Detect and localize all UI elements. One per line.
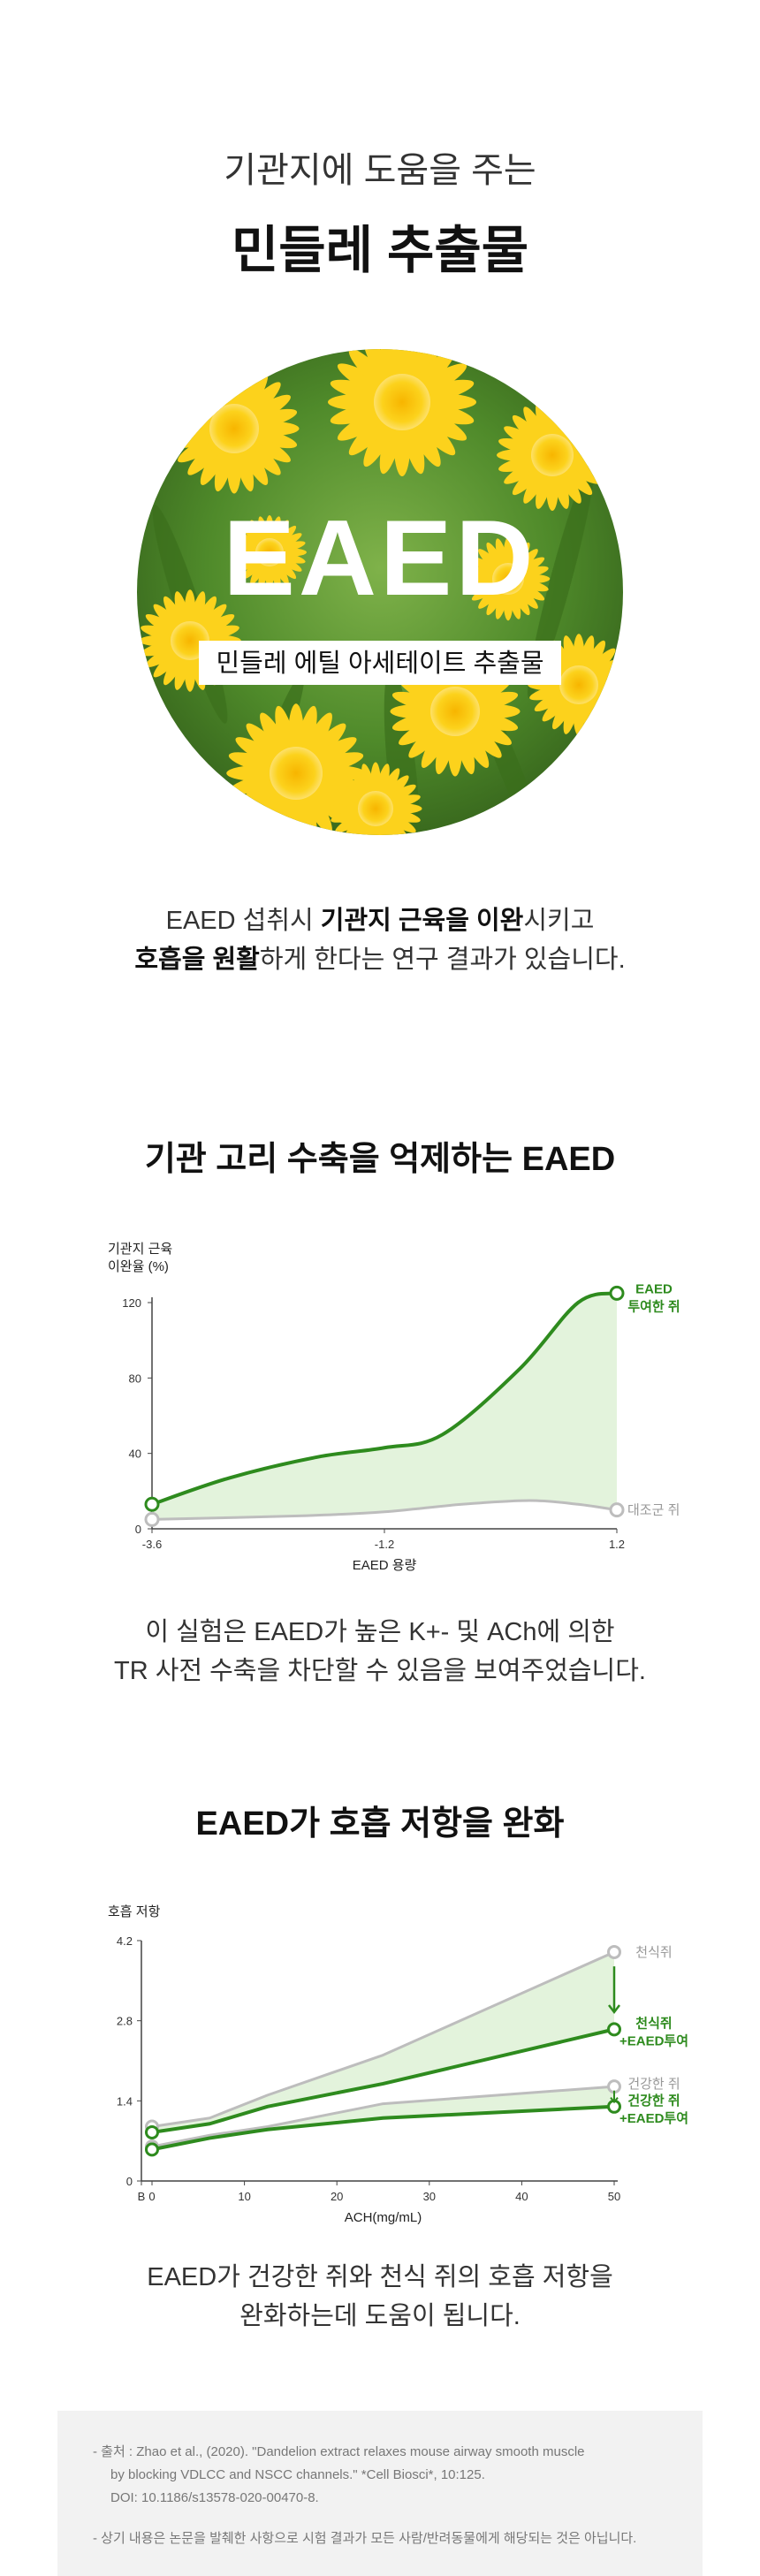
series-endpoint-marker (607, 1944, 621, 1959)
legend-eaed: 투여한 쥐 (627, 1298, 680, 1314)
intro-text-part: 시키고 (523, 907, 595, 935)
reference-line: - 출처 : Zhao et al., (2020). "Dandelion e… (93, 2444, 585, 2459)
flower-center (430, 687, 480, 736)
series-line (151, 2027, 615, 2134)
flower-center (374, 374, 430, 430)
intro-line-1: EAED 섭취시 기관지 근육을 이완시키고 (0, 901, 760, 940)
asthma-difference-area (152, 1951, 614, 2132)
y-axis-label: 호흡 저항 (108, 1904, 161, 1919)
badge-label: 민들레 에틸 아세테이트 추출물 (216, 649, 543, 678)
caption-line: TR 사전 수축을 차단할 수 있음을 보여주었습니다. (114, 1657, 646, 1685)
reduction-arrowhead (608, 2004, 620, 2015)
series-endpoint-marker (609, 1285, 625, 1301)
series-line-control (151, 1499, 618, 1521)
resistance-chart: 호흡 저항 0 1.4 2.8 4.2 B 0 10 20 30 40 50 ACH(mg/mL) 천식쥐… (0, 1900, 760, 2236)
y-tick-label: 80 (129, 1372, 141, 1385)
dandelion-field-image: EAED 민들레 에틸 아세테이트 추출물 (137, 349, 623, 835)
series-line (151, 1950, 615, 2128)
reference-disclaimer: - 상기 내용은 논문을 발췌한 사항으로 시험 결과가 모든 사람/반려동물에… (93, 2531, 637, 2546)
dandelion-flower (497, 399, 608, 511)
intro-text: EAED 섭취시 기관지 근육을 이완시키고 호흡을 원활하게 한다는 연구 결… (0, 901, 760, 979)
reference-line: by blocking VDLCC and NSCC channels." *C… (110, 2467, 485, 2482)
y-tick-label: 40 (129, 1448, 141, 1461)
dandelion-flower (226, 703, 366, 835)
x-tick-label: 30 (423, 2190, 436, 2203)
x-tick-label: -1.2 (375, 1538, 394, 1551)
badge-word: EAED (224, 498, 537, 618)
flower-center (209, 404, 259, 453)
flower-center (358, 791, 393, 826)
flower-center (559, 665, 598, 704)
hero-title: 민들레 추출물 (231, 222, 529, 279)
series-endpoint-marker (145, 2124, 159, 2139)
dandelion-flower (169, 363, 300, 494)
y-tick-label: 2.8 (117, 2015, 133, 2028)
reference-box: - 출처 : Zhao et al., (2020). "Dandelion e… (57, 2411, 703, 2576)
difference-area (152, 1293, 617, 1520)
y-axis-label: 기관지 근육 (108, 1242, 172, 1257)
series-label: +EAED투여 (619, 2033, 688, 2048)
reference-line: DOI: 10.1186/s13578-020-00470-8. (110, 2490, 319, 2505)
y-tick-label: 0 (135, 1523, 141, 1536)
x-axis-label: EAED 용량 (353, 1558, 417, 1573)
series-endpoint-marker (144, 1511, 160, 1527)
section2-caption: EAED가 건강한 쥐와 천식 쥐의 호흡 저항을 완화하는데 도움이 됩니다. (0, 2258, 760, 2336)
series-label: 천식쥐 (635, 2015, 672, 2031)
flower-center (531, 434, 574, 476)
caption-line: 완화하는데 도움이 됩니다. (239, 2302, 521, 2330)
intro-highlight: 기관지 근육을 이완 (320, 907, 524, 935)
flower-center (270, 747, 323, 800)
x-tick-label: 20 (331, 2190, 343, 2203)
series-endpoint-marker (607, 2022, 621, 2037)
legend-control: 대조군 쥐 (627, 1503, 680, 1518)
series-endpoint-marker (144, 1496, 160, 1512)
dandelion-flower (329, 762, 422, 835)
intro-highlight: 호흡을 원활 (134, 946, 260, 974)
dandelion-image-badge: EAED 민들레 에틸 아세테이트 추출물 (137, 349, 623, 835)
caption-line: 이 실험은 EAED가 높은 K+- 및 ACh에 의한 (145, 1618, 615, 1646)
series-line-eaed (151, 1291, 618, 1507)
x-axis-label: ACH(mg/mL) (345, 2210, 422, 2225)
dandelion-flower (466, 536, 551, 621)
intro-text-part: 하게 한다는 연구 결과가 있습니다. (259, 946, 626, 974)
y-tick-label: 120 (122, 1296, 141, 1310)
section1-title: 기관 고리 수축을 억제하는 EAED (144, 1141, 616, 1178)
series-endpoint-marker (145, 2142, 159, 2157)
dandelion-flower (328, 349, 476, 476)
badge-label-background (199, 641, 561, 685)
series-label: 건강한 쥐 (627, 2093, 680, 2109)
flower-center (492, 563, 524, 595)
x-tick-label: 1.2 (609, 1538, 625, 1551)
x-tick-label: 10 (238, 2190, 250, 2203)
reduction-arrowhead (610, 2097, 619, 2104)
hero-subtitle: 기관지에 도움을 주는 (224, 151, 536, 190)
series-label: +EAED투여 (619, 2111, 688, 2126)
section1-caption: 이 실험은 EAED가 높은 K+- 및 ACh에 의한 TR 사전 수축을 차… (0, 1613, 760, 1691)
caption-line: EAED가 건강한 쥐와 천식 쥐의 호흡 저항을 (147, 2263, 613, 2291)
dandelion-flower (232, 515, 307, 589)
x-tick-label: B (138, 2190, 146, 2203)
x-tick-label: 0 (148, 2190, 155, 2203)
section2-title: EAED가 호흡 저항을 완화 (195, 1805, 565, 1843)
intro-text-part: EAED 섭취시 (165, 907, 321, 935)
flower-center (255, 538, 284, 566)
legend-eaed: EAED (635, 1281, 673, 1296)
x-tick-label: -3.6 (142, 1538, 162, 1551)
series-line (151, 2085, 615, 2148)
intro-line-2: 호흡을 원활하게 한다는 연구 결과가 있습니다. (0, 940, 760, 979)
series-label: 건강한 쥐 (627, 2077, 680, 2092)
x-tick-label: 50 (608, 2190, 620, 2203)
y-tick-label: 4.2 (117, 1934, 133, 1948)
x-tick-label: 40 (515, 2190, 528, 2203)
y-axis-label: 이완율 (%) (108, 1259, 169, 1274)
series-endpoint-marker (609, 1502, 625, 1518)
series-line (151, 2104, 615, 2152)
y-tick-label: 0 (126, 2175, 133, 2188)
series-label: 천식쥐 (635, 1945, 672, 1960)
y-tick-label: 1.4 (117, 2094, 133, 2108)
